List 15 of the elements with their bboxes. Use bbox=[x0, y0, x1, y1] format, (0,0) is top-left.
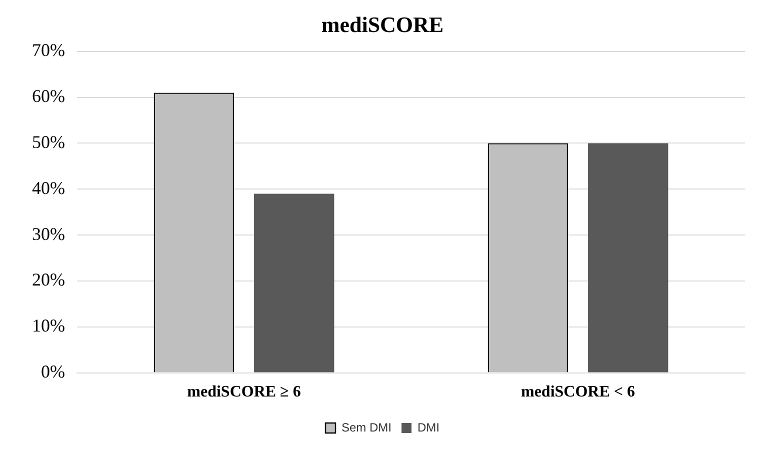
x-tick-label: mediSCORE < 6 bbox=[520, 384, 636, 401]
y-tick-label: 20% bbox=[32, 270, 65, 290]
y-tick-label: 30% bbox=[32, 224, 65, 244]
y-tick-label: 40% bbox=[32, 178, 65, 198]
y-tick-label: 0% bbox=[40, 362, 65, 382]
y-tick-label: 70% bbox=[32, 40, 65, 60]
y-tick-label: 50% bbox=[32, 132, 65, 152]
bar bbox=[254, 194, 334, 372]
legend-label: Sem DMI bbox=[342, 420, 392, 434]
y-tick-label: 10% bbox=[32, 316, 65, 336]
x-tick-label: mediSCORE ≥ 6 bbox=[187, 384, 301, 401]
bar bbox=[588, 143, 668, 372]
chart-title: mediSCORE bbox=[321, 12, 444, 37]
y-tick-label: 60% bbox=[32, 86, 65, 106]
legend-label: DMI bbox=[418, 420, 440, 434]
